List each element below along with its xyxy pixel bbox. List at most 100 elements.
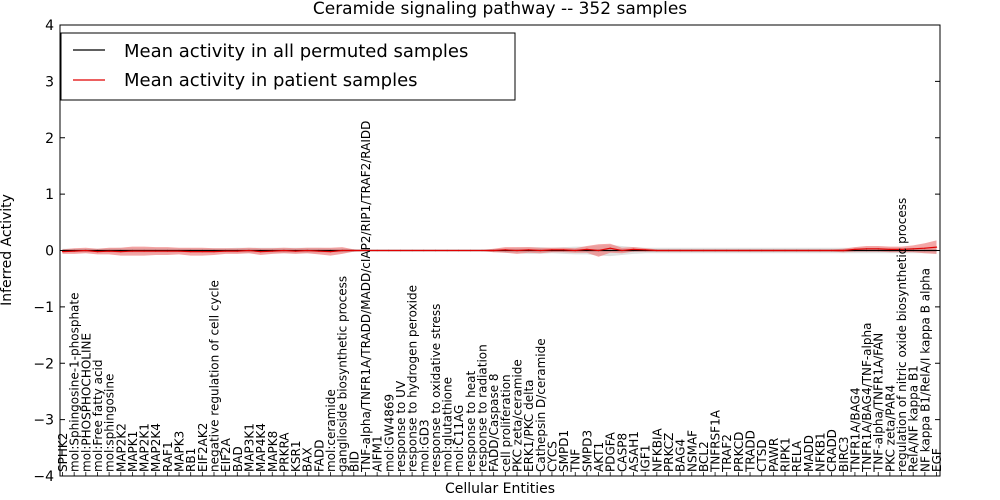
band-series-1 (62, 240, 937, 257)
x-tick-label: MAPK8 (266, 431, 280, 472)
point-series-0-68 (854, 249, 856, 252)
point-series-1-24 (341, 249, 343, 252)
x-tick-label: TNFRSF1A (709, 409, 723, 473)
point-series-0-70 (877, 249, 879, 252)
x-tick-label: PDGFA (604, 431, 618, 472)
x-tick-label: BIRC3 (837, 436, 851, 472)
x-tick-label: RB1 (184, 448, 198, 472)
x-tick-label: PKC zeta/ceramide (511, 359, 525, 472)
point-series-1-52 (667, 249, 670, 252)
point-series-1-65 (819, 249, 821, 252)
x-tick-label: AKT1 (592, 442, 606, 472)
x-tick-label: MAPK1 (126, 431, 140, 472)
y-tick-label: −4 (33, 469, 54, 485)
x-tick-label: MAP2K2 (114, 423, 128, 472)
point-series-1-5 (120, 251, 122, 253)
x-tick-label: mol:ceramide (324, 389, 338, 472)
point-series-1-18 (271, 250, 273, 252)
point-series-1-28 (388, 249, 390, 252)
x-tick-label: BAD (231, 446, 245, 472)
x-tick-label: PRKCZ (662, 433, 676, 472)
x-tick-label: AIFM1 (371, 435, 385, 472)
x-tick-label: MAP2K1 (138, 423, 152, 472)
point-series-1-53 (679, 249, 681, 252)
x-tick-label: CYCS (545, 441, 559, 472)
y-tick-label: −3 (33, 413, 54, 429)
point-series-1-13 (213, 251, 215, 253)
x-tick-label: BID (347, 451, 361, 472)
legend: Mean activity in all permuted samples Me… (60, 32, 516, 101)
point-series-0-74 (924, 249, 926, 252)
x-tick-label: MAP2K4 (149, 423, 163, 472)
x-tick-label: ASAH1 (627, 431, 641, 472)
point-series-1-43 (563, 249, 565, 251)
x-tick-label: FADD/Caspase 8 (487, 373, 501, 472)
y-tick-label: −2 (33, 356, 54, 372)
x-tick-label: MAP3K1 (243, 423, 257, 472)
x-tick-label: RIPK1 (779, 437, 793, 472)
x-tick-label: mol:GW4869 (382, 394, 396, 472)
x-tick-label: TNF-alpha/TNFR1A/FAN (872, 333, 886, 473)
point-series-1-26 (364, 249, 367, 252)
point-series-1-45 (586, 248, 588, 250)
x-tick-label: mol:GD3 (417, 419, 431, 472)
point-series-1-34 (458, 249, 460, 252)
x-tick-label: NFKB1 (814, 432, 828, 472)
x-tick-label: BAG4 (674, 439, 688, 472)
point-series-1-46 (598, 249, 600, 252)
x-tick-label: KSR1 (289, 441, 303, 472)
x-tick-label: NFKBIA (650, 427, 664, 472)
point-series-0-45 (586, 249, 588, 252)
point-series-0-3 (96, 249, 99, 252)
y-tick-label: 3 (45, 74, 54, 90)
point-series-0-13 (213, 249, 215, 252)
x-tick-label: mol:sphingosine (103, 374, 117, 472)
point-series-1-32 (434, 249, 436, 252)
point-series-1-23 (329, 251, 332, 253)
point-series-1-67 (842, 249, 844, 252)
point-series-0-23 (329, 249, 332, 252)
point-series-0-11 (190, 249, 192, 252)
point-series-1-6 (131, 250, 133, 252)
x-tick-label: mol:Sphingosine-1-phosphate (68, 293, 82, 473)
x-tick-label: response to radiation (476, 344, 490, 472)
point-series-1-19 (283, 249, 285, 252)
point-series-1-22 (318, 250, 320, 252)
chart-title: Ceramide signaling pathway -- 352 sample… (313, 0, 687, 19)
point-series-1-51 (656, 249, 658, 252)
point-series-1-63 (796, 249, 798, 252)
point-series-1-11 (190, 251, 192, 253)
x-tick-label: PRKCD (732, 432, 746, 472)
legend-label-permuted: Mean activity in all permuted samples (124, 41, 468, 62)
x-axis: SPHK2mol:Sphingosine-1-phosphatemol:PHOS… (56, 121, 944, 476)
point-series-1-12 (201, 251, 203, 253)
x-tick-label: TNFR1A/BAG4 (848, 387, 862, 473)
point-series-1-61 (772, 249, 775, 252)
x-tick-label: response to heat (464, 370, 478, 472)
point-series-1-57 (726, 249, 728, 252)
plot-frame (59, 24, 941, 477)
point-series-1-14 (225, 250, 227, 252)
x-tick-label: BCL2 (697, 441, 711, 472)
point-series-1-29 (399, 249, 401, 252)
x-tick-label: BAX (301, 447, 315, 472)
x-tick-label: PAWR (767, 438, 781, 472)
point-series-1-15 (236, 250, 238, 252)
point-series-1-41 (539, 249, 541, 252)
x-tick-label: Cathepsin D/ceramide (534, 338, 548, 472)
x-tick-label: TRADD (744, 430, 758, 473)
point-series-1-71 (889, 248, 891, 250)
point-series-0-69 (866, 249, 868, 252)
x-tick-label: SMPD1 (557, 430, 571, 472)
x-tick-label: MADD (802, 435, 816, 472)
x-tick-label: response to hydrogen peroxide (406, 285, 420, 472)
x-tick-label: PRKRA (277, 432, 291, 472)
x-tick-label: response to oxidative stress (429, 304, 443, 472)
series-lines (61, 246, 938, 253)
x-tick-label: mol:glutathione (441, 377, 455, 472)
legend-box (60, 32, 516, 101)
x-tick-label: CRADD (825, 429, 839, 472)
x-tick-label: NSMAF (685, 430, 699, 472)
x-tick-label: response to UV (394, 380, 408, 472)
point-series-1-1 (73, 250, 75, 252)
